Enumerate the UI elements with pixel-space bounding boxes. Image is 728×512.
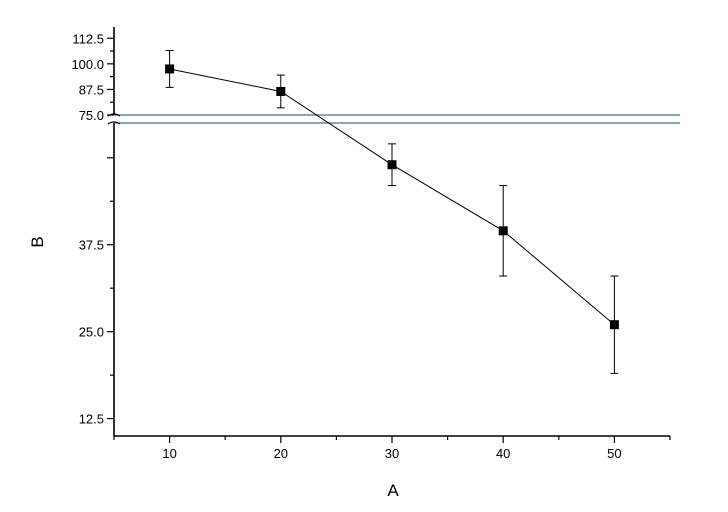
y-tick-label: 25.0: [79, 325, 104, 340]
y-tick-label: 100.0: [71, 57, 104, 72]
x-tick-label: 40: [496, 446, 510, 461]
ticks: 10 20 30 40 50 12.5 25.0 37.5 75.0 87.5 100.0 112.5: [71, 31, 671, 461]
y-axis-title: B: [28, 236, 47, 247]
y-tick-label: 112.5: [72, 31, 104, 46]
x-tick-label: 30: [385, 446, 399, 461]
data-point: [609, 320, 619, 330]
data-point: [498, 226, 508, 236]
series-line: [169, 68, 615, 326]
data-series: [165, 50, 619, 374]
axis-break-mark-lower: [107, 121, 121, 125]
y-tick-label: 12.5: [79, 412, 104, 427]
x-tick-label: 20: [274, 446, 288, 461]
y-tick-label: 87.5: [79, 82, 104, 97]
y-tick-label: 37.5: [79, 238, 104, 253]
data-point: [276, 86, 286, 96]
data-point: [387, 160, 397, 170]
x-tick-label: 10: [162, 446, 176, 461]
axes: [107, 27, 680, 437]
x-tick-label: 50: [607, 446, 621, 461]
x-axis-title: A: [387, 481, 399, 500]
y-tick-label: 75.0: [79, 108, 104, 123]
data-point: [165, 64, 175, 74]
